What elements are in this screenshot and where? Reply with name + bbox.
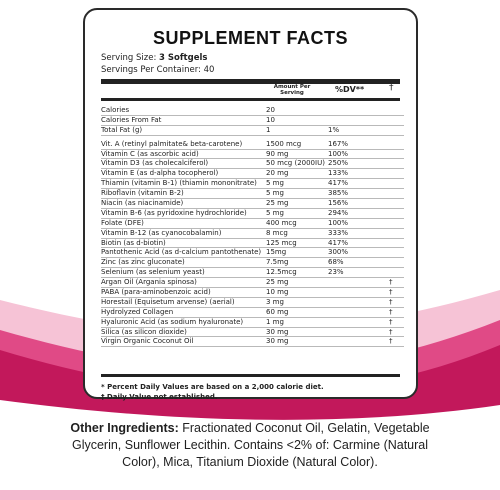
- table-row: Riboflavin (vitamin B-2) 5 mg 385%: [101, 189, 404, 200]
- table-row: Vitamin B-6 (as pyridoxine hydrochloride…: [101, 209, 404, 219]
- table-row: Folate (DFE) 400 mcg 100%: [101, 219, 404, 229]
- table-row: Niacin (as niacinamide) 25 mg 156%: [101, 199, 404, 209]
- table-row: Hyaluronic Acid (as sodium hyaluronate) 1…: [101, 318, 404, 328]
- serving-size: Serving Size: 3 Softgels: [101, 52, 214, 64]
- table-row: Zinc (as zinc gluconate) 7.5mg 68%: [101, 258, 404, 269]
- other-ingredients-label: Other Ingredients:: [70, 421, 179, 435]
- footnote-not-established: † Daily Value not established.: [101, 393, 218, 401]
- column-header-rule: [101, 98, 400, 101]
- other-ingredients: Other Ingredients: Fractionated Coconut …: [60, 420, 440, 471]
- amount-per-serving-header: Amount Per Serving: [273, 84, 311, 96]
- nutrient-table: Calories 20 Calories From Fat 10 Total Fat…: [101, 106, 404, 348]
- serving-size-label: Serving Size:: [101, 53, 157, 63]
- table-row: Argan Oil (Argania spinosa) 25 mg †: [101, 278, 404, 289]
- servings-per-container: Servings Per Container: 40: [101, 64, 214, 76]
- table-row: Vitamin C (as ascorbic acid) 90 mg 100%: [101, 150, 404, 160]
- table-row: Thiamin (vitamin B-1) (thiamin mononitra…: [101, 179, 404, 190]
- table-row: Biotin (as d-biotin) 125 mcg 417%: [101, 239, 404, 249]
- table-row: Silica (as silicon dioxide) 30 mg †: [101, 328, 404, 338]
- table-row: Selenium (as selenium yeast) 12.5mcg 23%: [101, 268, 404, 279]
- header-rule: [101, 79, 400, 84]
- servings-per-container-label: Servings Per Container:: [101, 65, 201, 75]
- serving-info: Serving Size: 3 Softgels Servings Per Co…: [101, 52, 214, 76]
- servings-per-container-value: 40: [203, 65, 215, 75]
- table-row: Vitamin E (as d-alpha tocopherol) 20 mg 13…: [101, 169, 404, 180]
- table-row: Vit. A (retinyl palmitate& beta-carotene…: [101, 140, 404, 150]
- other-ingredients-text: Fractionated Coconut Oil, Gelatin, Veget…: [71, 421, 430, 469]
- table-row: Virgin Organic Coconut Oil 30 mg †: [101, 337, 404, 348]
- footnotes: * Percent Daily Values are based on a 2,…: [101, 382, 324, 402]
- supplement-facts-title: SUPPLEMENT FACTS: [152, 28, 348, 48]
- table-row: Vitamin D3 (as cholecalciferol) 50 mcg (2…: [101, 159, 404, 170]
- table-row: Pantothenic Acid (as d-calcium pantothen…: [101, 248, 404, 259]
- dagger-header: †: [389, 83, 394, 93]
- serving-size-value: 3 Softgels: [159, 53, 208, 63]
- table-row: Total Fat (g) 1 1%: [101, 126, 404, 136]
- dv-header: %DV**: [335, 85, 365, 94]
- table-row: PABA (para-aminobenzoic acid) 10 mg †: [101, 288, 404, 298]
- table-row: Horestail (Equisetum arvense) (aerial) 3 …: [101, 298, 404, 308]
- footer-rule: [101, 374, 400, 377]
- table-row: Calories 20: [101, 106, 404, 116]
- table-row: Calories From Fat 10: [101, 116, 404, 126]
- table-row: Hydrolyzed Collagen 60 mg †: [101, 308, 404, 318]
- supplement-facts-panel: SUPPLEMENT FACTS Serving Size: 3 Softgel…: [83, 8, 418, 402]
- footnote-daily-values: * Percent Daily Values are based on a 2,…: [101, 383, 324, 391]
- table-row: Vitamin B-12 (as cyanocobalamin) 8 mcg 333…: [101, 229, 404, 239]
